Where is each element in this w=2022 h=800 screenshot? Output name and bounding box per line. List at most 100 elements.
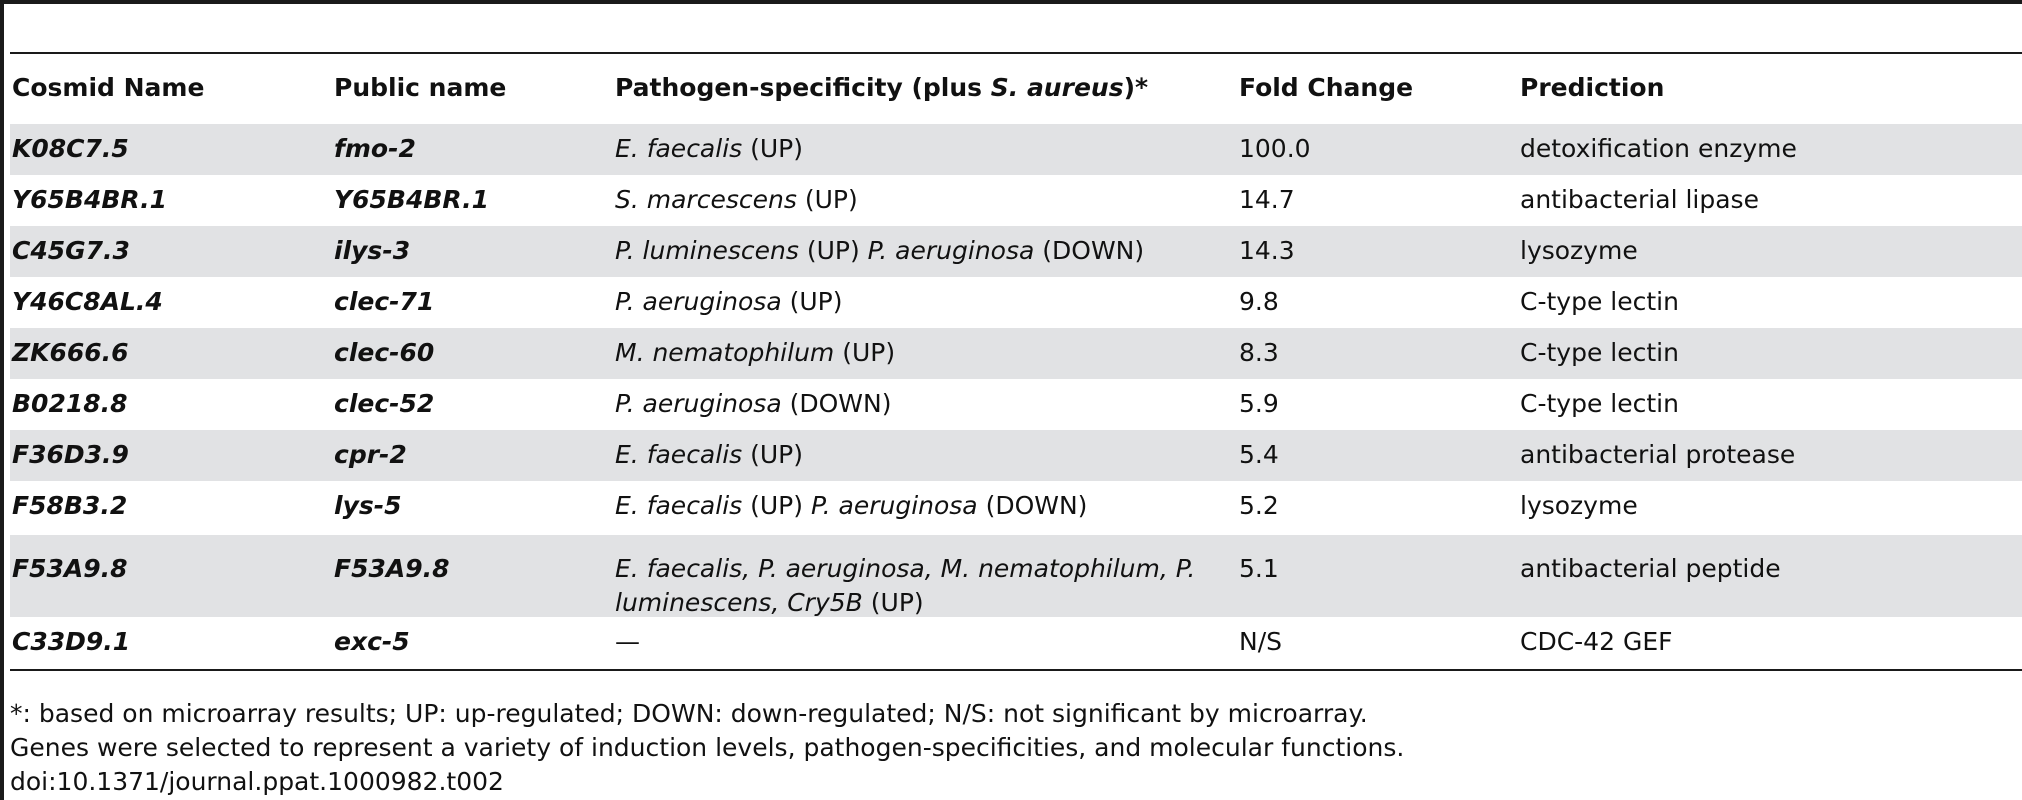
cell-public-name: fmo-2 [334,134,416,163]
cell-fold-change: N/S [1239,627,1282,656]
cell-cosmid-name: C45G7.3 [12,236,130,265]
table-row: B0218.8 clec-52 P. aeruginosa (DOWN) 5.9 C-t… [10,379,2022,430]
cell-pathogen-specificity: P. luminescens (UP) P. aeruginosa (DOWN) [615,234,1144,268]
cell-public-name: F53A9.8 [334,554,450,583]
cell-fold-change: 5.9 [1239,389,1279,418]
left-border-rule [0,0,4,800]
cell-pathogen-specificity: E. faecalis (UP) P. aeruginosa (DOWN) [615,489,1087,523]
cell-prediction: antibacterial peptide [1520,554,1781,583]
cell-cosmid-name: Y46C8AL.4 [12,287,163,316]
table-row: Y46C8AL.4 clec-71 P. aeruginosa (UP) 9.8 C-t… [10,277,2022,328]
cell-public-name: exc-5 [334,627,410,656]
pathogen-direction: (UP) [798,236,868,265]
cell-cosmid-name: Y65B4BR.1 [12,185,168,214]
cell-pathogen-specificity: P. aeruginosa (DOWN) [615,387,891,421]
cell-public-name: clec-71 [334,287,435,316]
pathogen-species: E. faecalis [615,134,743,163]
pathogen-line-2-direction: (UP) [862,588,924,617]
cell-pathogen-specificity: M. nematophilum (UP) [615,336,895,370]
table-row: ZK666.6 clec-60 M. nematophilum (UP) 8.3 C-t… [10,328,2022,379]
cell-cosmid-name: F53A9.8 [12,554,128,583]
cell-cosmid-name: C33D9.1 [12,627,131,656]
pathogen-species: E. faecalis [615,491,743,520]
pathogen-species: P. aeruginosa [615,287,782,316]
cell-public-name: ilys-3 [334,236,411,265]
header-pathogen-prefix: Pathogen-specificity (plus [615,73,991,102]
pathogen-species-secondary: P. aeruginosa [810,491,978,520]
cell-public-name: lys-5 [334,491,402,520]
cell-fold-change: 8.3 [1239,338,1279,367]
cell-fold-change: 14.7 [1239,185,1295,214]
cell-prediction: detoxification enzyme [1520,134,1797,163]
pathogen-direction: (UP) [834,338,896,367]
cell-public-name: Y65B4BR.1 [334,185,490,214]
table-row: F53A9.8 F53A9.8 E. faecalis, P. aerugino… [10,535,2022,617]
cell-cosmid-name: K08C7.5 [12,134,129,163]
cell-fold-change: 5.1 [1239,554,1279,583]
table-row: Y65B4BR.1 Y65B4BR.1 S. marcescens (UP) 14.7… [10,175,2022,226]
pathogen-direction: (UP) [781,287,843,316]
cell-fold-change: 100.0 [1239,134,1311,163]
cell-fold-change: 5.4 [1239,440,1279,469]
header-pathogen-species: S. aureus [990,73,1124,102]
header-fold-change: Fold Change [1239,73,1414,102]
pathogen-line-2: luminescens, Cry5B (UP) [615,586,1195,620]
pathogen-direction: (UP) [796,185,858,214]
cell-prediction: lysozyme [1520,236,1638,265]
cell-public-name: clec-52 [334,389,435,418]
cell-pathogen-specificity: E. faecalis (UP) [615,132,803,166]
cell-prediction: antibacterial protease [1520,440,1796,469]
pathogen-species: P. aeruginosa [615,389,782,418]
cell-prediction: lysozyme [1520,491,1638,520]
pathogen-direction: (UP) [742,134,804,163]
cell-pathogen-specificity: E. faecalis, P. aeruginosa, M. nematophi… [615,552,1195,620]
cell-public-name: clec-60 [334,338,435,367]
pathogen-direction-secondary: (DOWN) [1034,236,1145,265]
header-pathogen-suffix: )* [1123,73,1149,102]
cell-prediction: C-type lectin [1520,287,1679,316]
pathogen-direction: (UP) [742,440,804,469]
table-header-row: Cosmid Name Public name Pathogen-specifi… [10,54,2022,124]
table-row: C33D9.1 exc-5 — N/S CDC-42 GEF [10,617,2022,668]
cell-cosmid-name: F36D3.9 [12,440,129,469]
pathogen-direction: (DOWN) [781,389,892,418]
pathogen-species: P. luminescens [615,236,799,265]
cell-pathogen-specificity: — [615,627,640,656]
pathogen-species: M. nematophilum [615,338,835,367]
footnote-abbreviations: *: based on microarray results; UP: up-r… [10,699,1368,728]
table-top-rule [10,52,2022,54]
header-public-name: Public name [334,73,507,102]
cell-public-name: cpr-2 [334,440,407,469]
cell-prediction: antibacterial lipase [1520,185,1759,214]
header-cosmid-name: Cosmid Name [12,73,205,102]
cell-prediction: C-type lectin [1520,338,1679,367]
footnote-selection: Genes were selected to represent a varie… [10,733,1405,762]
header-pathogen-specificity: Pathogen-specificity (plus S. aureus)* [615,71,1148,105]
pathogen-line-1: E. faecalis, P. aeruginosa, M. nematophi… [615,554,1196,583]
cell-pathogen-specificity: P. aeruginosa (UP) [615,285,842,319]
table-row: F36D3.9 cpr-2 E. faecalis (UP) 5.4 antibacte… [10,430,2022,481]
cell-cosmid-name: ZK666.6 [12,338,129,367]
pathogen-direction: (UP) [742,491,811,520]
footnote-doi: doi:10.1371/journal.ppat.1000982.t002 [10,767,504,796]
cell-pathogen-specificity: S. marcescens (UP) [615,183,858,217]
pathogen-species: E. faecalis [615,440,743,469]
table-row: K08C7.5 fmo-2 E. faecalis (UP) 100.0 detoxif… [10,124,2022,175]
pathogen-line-2-species: luminescens, Cry5B [615,588,863,617]
header-prediction: Prediction [1520,73,1665,102]
cell-fold-change: 14.3 [1239,236,1295,265]
cell-cosmid-name: B0218.8 [12,389,128,418]
cell-fold-change: 9.8 [1239,287,1279,316]
cell-cosmid-name: F58B3.2 [12,491,128,520]
table-row: C45G7.3 ilys-3 P. luminescens (UP) P. aeru… [10,226,2022,277]
cell-prediction: C-type lectin [1520,389,1679,418]
pathogen-species: S. marcescens [615,185,797,214]
cell-prediction: CDC-42 GEF [1520,627,1673,656]
top-border-rule [0,0,2022,4]
pathogen-species-secondary: P. aeruginosa [867,236,1035,265]
cell-pathogen-specificity: E. faecalis (UP) [615,438,803,472]
cell-fold-change: 5.2 [1239,491,1279,520]
table-row: F58B3.2 lys-5 E. faecalis (UP) P. aerugino… [10,481,2022,532]
pathogen-direction-secondary: (DOWN) [977,491,1088,520]
table-bottom-rule [10,669,2022,671]
